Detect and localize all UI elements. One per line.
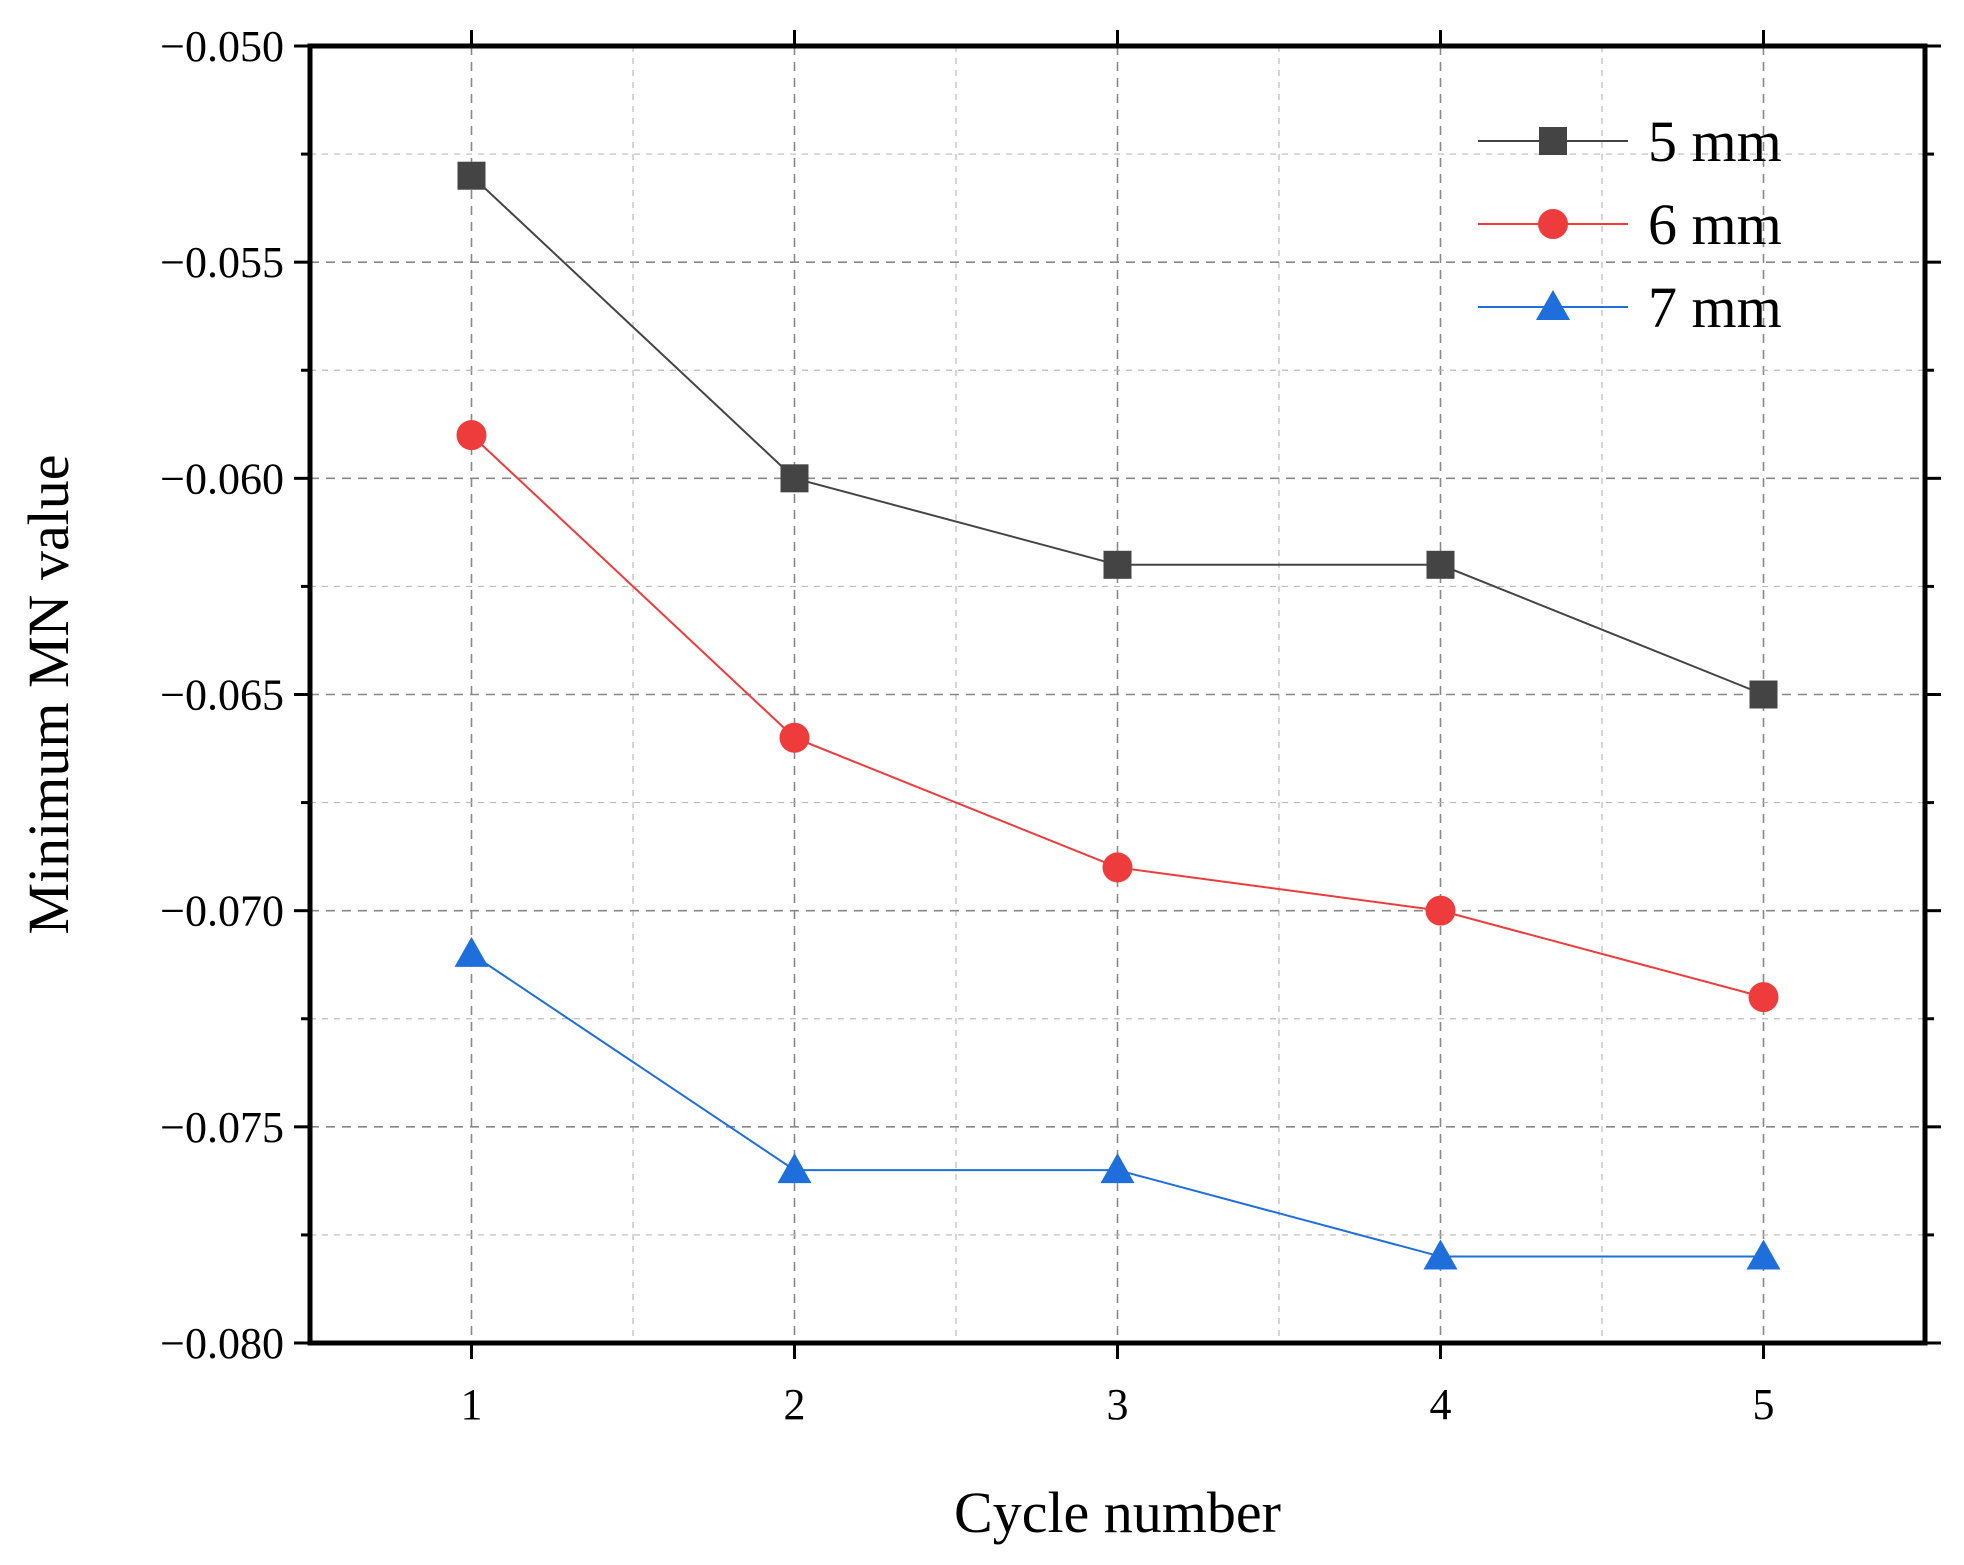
x-tick-label: 5 <box>1753 1380 1775 1429</box>
legend-item: 6 mm <box>1478 192 1782 257</box>
data-point <box>1423 1239 1458 1270</box>
series-6-mm <box>456 420 1779 1013</box>
y-tick-label: −0.060 <box>160 454 284 503</box>
y-tick-label: −0.055 <box>160 238 284 287</box>
legend-label: 6 mm <box>1648 192 1782 257</box>
data-point <box>780 464 809 493</box>
data-point <box>454 936 489 967</box>
data-point <box>1749 680 1778 709</box>
y-tick-label: −0.075 <box>160 1103 284 1152</box>
legend: 5 mm 6 mm 7 mm <box>1478 109 1782 340</box>
data-point <box>1746 1239 1781 1270</box>
data-point <box>456 420 487 451</box>
data-point <box>1102 852 1133 883</box>
series-layer <box>454 161 1781 1270</box>
data-point <box>1748 982 1779 1013</box>
x-tick-label: 3 <box>1107 1380 1129 1429</box>
legend-marker <box>1536 290 1570 320</box>
y-tick-label: −0.080 <box>160 1319 284 1368</box>
x-tick-label: 4 <box>1430 1380 1452 1429</box>
series-7-mm <box>454 936 1781 1270</box>
x-tick-label: 1 <box>461 1380 483 1429</box>
legend-label: 5 mm <box>1648 109 1782 174</box>
x-axis-title: Cycle number <box>954 1480 1281 1545</box>
series-5-mm <box>457 161 1778 709</box>
data-point <box>457 161 486 190</box>
legend-marker <box>1539 127 1567 155</box>
y-tick-label: −0.065 <box>160 671 284 720</box>
y-tick-label: −0.050 <box>160 22 284 71</box>
legend-item: 7 mm <box>1478 275 1782 340</box>
data-point <box>777 1153 812 1184</box>
data-point <box>1100 1153 1135 1184</box>
legend-label: 7 mm <box>1648 275 1782 340</box>
y-axis-title: Minimum MN value <box>16 454 81 934</box>
legend-item: 5 mm <box>1478 109 1782 174</box>
data-point <box>1426 550 1455 579</box>
axis-ticks: 1 2 3 4 5 −0.080 −0.075 −0.070 −0.065 −0.060 −0.05… <box>160 22 1941 1429</box>
data-point <box>1103 550 1132 579</box>
legend-marker <box>1538 209 1568 239</box>
data-point <box>779 722 810 753</box>
y-tick-label: −0.070 <box>160 887 284 936</box>
data-point <box>1425 895 1456 926</box>
x-tick-label: 2 <box>784 1380 806 1429</box>
